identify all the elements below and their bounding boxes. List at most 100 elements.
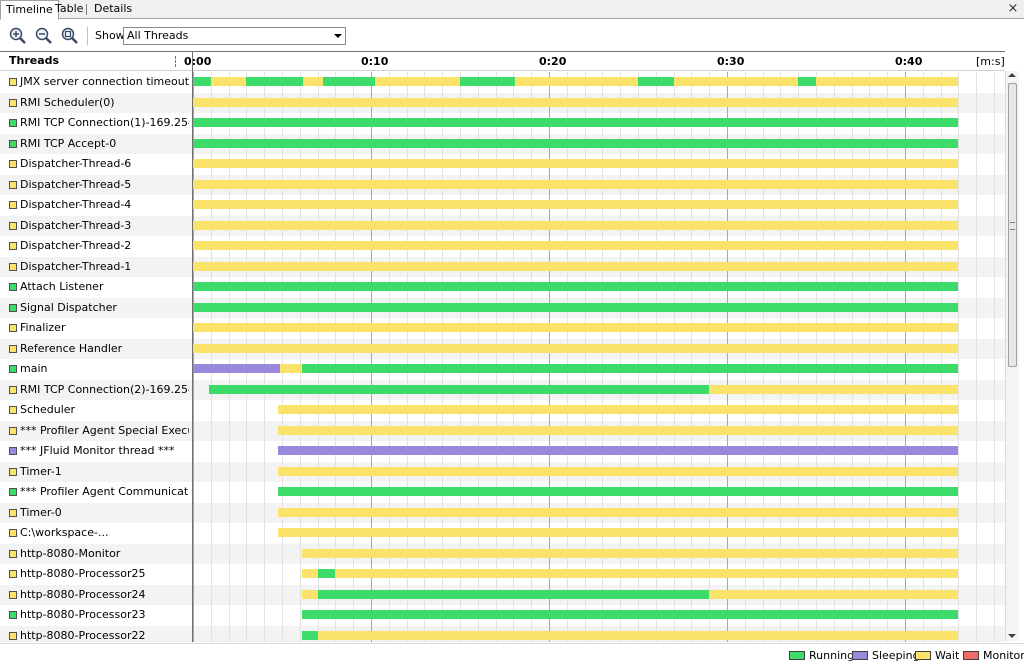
thread-state-bar-wait[interactable] <box>193 179 959 189</box>
thread-label[interactable]: http-8080-Processor25 <box>9 564 189 584</box>
thread-state-bar-wait[interactable] <box>335 569 959 578</box>
column-divider[interactable] <box>192 51 193 642</box>
thread-label[interactable]: http-8080-Processor24 <box>9 585 189 605</box>
thread-state-bar-wait[interactable] <box>816 77 959 86</box>
thread-state-bar-wait[interactable] <box>193 261 959 271</box>
vertical-scrollbar[interactable] <box>1005 71 1019 641</box>
thread-state-bar-wait[interactable] <box>193 200 959 209</box>
thread-state-bar-running[interactable] <box>282 77 304 86</box>
thread-state-bar-wait[interactable] <box>303 77 323 86</box>
thread-row[interactable]: JMX server connection timeout 18 <box>0 72 1005 93</box>
thread-label[interactable]: RMI Scheduler(0) <box>9 93 189 113</box>
thread-state-bar-wait[interactable] <box>193 343 959 353</box>
thread-state-bar-wait[interactable] <box>193 323 959 332</box>
thread-state-bar-running[interactable] <box>193 77 211 86</box>
thread-state-bar-wait[interactable] <box>673 77 799 86</box>
thread-row[interactable]: Dispatcher-Thread-6 <box>0 154 1005 175</box>
thread-label[interactable]: http-8080-Processor22 <box>9 626 189 643</box>
thread-label[interactable]: Scheduler <box>9 400 189 420</box>
thread-row[interactable]: *** Profiler Agent Communicatio... <box>0 482 1005 503</box>
thread-label[interactable]: Timer-1 <box>9 462 189 482</box>
thread-state-bar-sleeping[interactable] <box>278 446 959 455</box>
thread-row[interactable]: Attach Listener <box>0 277 1005 298</box>
thread-state-bar-running[interactable] <box>322 77 375 86</box>
thread-label[interactable]: *** JFluid Monitor thread *** <box>9 441 189 461</box>
thread-label[interactable]: Dispatcher-Thread-6 <box>9 154 189 174</box>
thread-state-bar-running[interactable] <box>246 77 282 86</box>
thread-state-bar-wait[interactable] <box>301 548 959 558</box>
thread-label[interactable]: Dispatcher-Thread-5 <box>9 175 189 195</box>
thread-label[interactable]: http-8080-Monitor <box>9 544 189 564</box>
thread-state-bar-wait[interactable] <box>193 241 959 250</box>
thread-state-bar-running[interactable] <box>193 282 959 291</box>
thread-row[interactable]: RMI TCP Connection(1)-169.254... <box>0 113 1005 134</box>
thread-row[interactable]: Scheduler <box>0 400 1005 421</box>
thread-state-bar-running[interactable] <box>278 487 959 496</box>
thread-label[interactable]: Finalizer <box>9 318 189 338</box>
thread-label[interactable]: Signal Dispatcher <box>9 298 189 318</box>
thread-state-bar-wait[interactable] <box>193 159 959 168</box>
thread-state-bar-wait[interactable] <box>193 220 959 230</box>
thread-label[interactable]: main <box>9 359 189 379</box>
thread-state-bar-running[interactable] <box>335 610 959 619</box>
thread-label[interactable]: *** Profiler Agent Communicatio... <box>9 482 189 502</box>
thread-state-bar-running[interactable] <box>317 569 336 578</box>
zoom-in-icon[interactable] <box>8 26 28 46</box>
tab-timeline[interactable]: Timeline <box>0 0 59 20</box>
thread-state-bar-wait[interactable] <box>278 528 959 537</box>
zoom-fit-icon[interactable] <box>60 26 80 46</box>
thread-state-bar-running[interactable] <box>193 118 959 127</box>
tab-details[interactable]: Details <box>94 2 133 15</box>
thread-label[interactable]: Timer-0 <box>9 503 189 523</box>
thread-row[interactable]: Dispatcher-Thread-2 <box>0 236 1005 257</box>
thread-state-bar-running[interactable] <box>301 630 318 640</box>
thread-label[interactable]: JMX server connection timeout 18 <box>9 72 189 92</box>
thread-state-bar-wait[interactable] <box>210 77 247 86</box>
scroll-down-icon[interactable] <box>1008 634 1016 638</box>
thread-state-bar-running[interactable] <box>317 610 336 619</box>
thread-row[interactable]: C:\workspace-... <box>0 523 1005 544</box>
thread-state-bar-running[interactable] <box>301 610 318 619</box>
thread-state-bar-wait[interactable] <box>278 405 959 414</box>
thread-state-bar-wait[interactable] <box>374 77 460 86</box>
thread-state-bar-wait[interactable] <box>278 466 959 476</box>
thread-state-bar-running[interactable] <box>460 77 516 86</box>
close-icon[interactable]: × <box>1007 1 1019 16</box>
scrollbar-thumb[interactable] <box>1008 83 1017 367</box>
thread-label[interactable]: RMI TCP Accept-0 <box>9 134 189 154</box>
thread-state-bar-running[interactable] <box>209 384 710 394</box>
thread-state-bar-running[interactable] <box>193 138 959 148</box>
thread-state-bar-running[interactable] <box>317 589 710 599</box>
threads-column-header[interactable]: Threads <box>0 51 192 71</box>
thread-state-bar-wait[interactable] <box>280 364 302 373</box>
thread-row[interactable]: *** JFluid Monitor thread *** <box>0 441 1005 462</box>
tab-table[interactable]: Table <box>55 2 84 15</box>
thread-label[interactable]: C:\workspace-... <box>9 523 189 543</box>
thread-label[interactable]: Dispatcher-Thread-1 <box>9 257 189 277</box>
thread-row[interactable]: Dispatcher-Thread-4 <box>0 195 1005 216</box>
thread-label[interactable]: Dispatcher-Thread-4 <box>9 195 189 215</box>
thread-state-bar-running[interactable] <box>193 302 959 312</box>
thread-label[interactable]: Attach Listener <box>9 277 189 297</box>
thread-label[interactable]: RMI TCP Connection(2)-169.254... <box>9 380 189 400</box>
thread-label[interactable]: RMI TCP Connection(1)-169.254... <box>9 113 189 133</box>
thread-row[interactable]: main <box>0 359 1005 380</box>
thread-state-bar-wait[interactable] <box>193 97 959 107</box>
thread-state-bar-wait[interactable] <box>709 384 959 394</box>
thread-state-bar-wait[interactable] <box>317 630 959 640</box>
thread-row[interactable]: http-8080-Processor23 <box>0 605 1005 626</box>
thread-state-bar-wait[interactable] <box>278 425 959 435</box>
thread-row[interactable]: Finalizer <box>0 318 1005 339</box>
show-threads-select[interactable]: All Threads <box>123 27 346 45</box>
thread-label[interactable]: Dispatcher-Thread-2 <box>9 236 189 256</box>
scroll-up-icon[interactable] <box>1008 73 1016 77</box>
thread-label[interactable]: Reference Handler <box>9 339 189 359</box>
thread-state-bar-running[interactable] <box>301 364 959 373</box>
thread-state-bar-wait[interactable] <box>709 589 959 599</box>
thread-row[interactable]: http-8080-Processor25 <box>0 564 1005 585</box>
chevron-down-icon[interactable] <box>334 34 342 38</box>
thread-state-bar-wait[interactable] <box>278 507 959 517</box>
thread-state-bar-running[interactable] <box>798 77 816 86</box>
zoom-out-icon[interactable] <box>34 26 54 46</box>
thread-state-bar-sleeping[interactable] <box>193 364 281 373</box>
